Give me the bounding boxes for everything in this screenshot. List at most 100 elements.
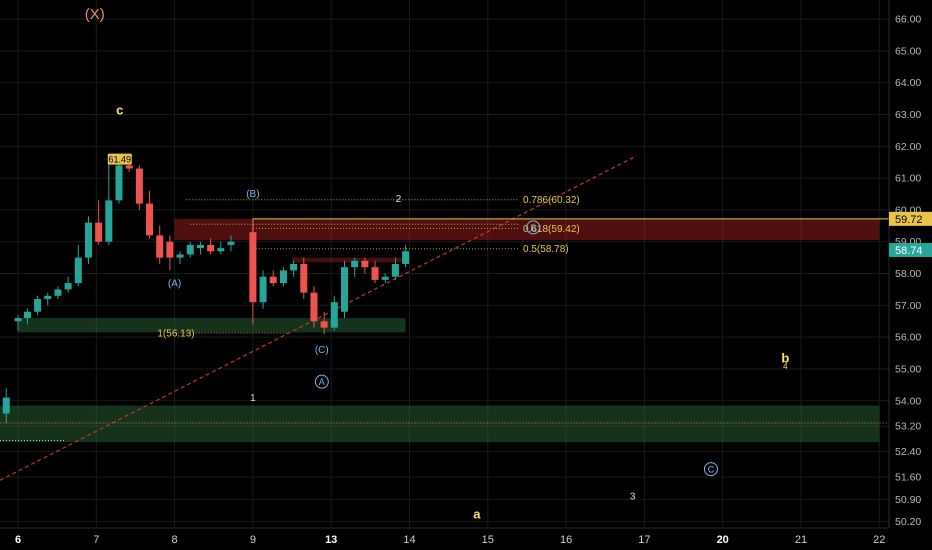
price-label-box bbox=[889, 211, 932, 226]
annotations: (X) c 61.49 (B) 2 (A) (C) A B C 1 3 b4 a bbox=[85, 6, 790, 521]
y-tick-label: 58.00 bbox=[895, 268, 921, 280]
x-tick-label: 14 bbox=[403, 534, 415, 546]
wave-label: 1 bbox=[250, 393, 256, 404]
candle-body bbox=[330, 302, 338, 328]
fib-label: 0.786(60.32) bbox=[523, 195, 580, 206]
candle-body bbox=[217, 248, 225, 252]
candle-body bbox=[300, 264, 308, 293]
y-tick-label: 57.00 bbox=[895, 300, 921, 312]
x-tick-label: 9 bbox=[250, 534, 256, 546]
candle-body bbox=[207, 244, 215, 252]
wave-circle bbox=[703, 462, 718, 477]
trendline bbox=[0, 155, 637, 481]
wave-label: c bbox=[116, 103, 123, 118]
candle-body bbox=[74, 257, 82, 284]
candle-body bbox=[361, 260, 369, 268]
x-tick-label: 17 bbox=[638, 534, 650, 546]
y-tick-label: 64.00 bbox=[895, 77, 921, 89]
candle-body bbox=[310, 292, 318, 322]
candle-body bbox=[146, 203, 154, 236]
x-tick-label: 7 bbox=[93, 534, 99, 546]
wave-label: a bbox=[473, 506, 481, 521]
candle-body bbox=[320, 321, 328, 328]
candle-body bbox=[227, 241, 235, 245]
price-label-box bbox=[889, 243, 932, 258]
candle-body bbox=[2, 397, 10, 414]
x-tick-label: 22 bbox=[873, 534, 885, 546]
y-tick-label: 61.00 bbox=[895, 173, 921, 185]
candle-body bbox=[125, 165, 133, 169]
candle-body bbox=[186, 244, 194, 255]
x-axis-bg bbox=[0, 528, 932, 550]
price-label: 59.72 bbox=[895, 214, 923, 226]
candle-body bbox=[371, 267, 379, 280]
wave-label: 3 bbox=[630, 491, 636, 502]
candle-body bbox=[166, 241, 174, 258]
green-support-zone-lower bbox=[0, 405, 880, 443]
wave-label: (B) bbox=[246, 189, 259, 200]
candle-body bbox=[14, 318, 22, 322]
candle-body bbox=[269, 276, 277, 284]
x-axis[interactable]: 6 7 8 9 13 14 15 16 17 20 21 22 bbox=[0, 527, 932, 550]
candle-body bbox=[351, 260, 359, 268]
y-tick-label: 54.00 bbox=[895, 395, 921, 407]
x-tick-label: 21 bbox=[795, 534, 807, 546]
wave-label: B bbox=[530, 223, 536, 233]
candle-body bbox=[176, 254, 184, 258]
candle-body bbox=[279, 270, 287, 284]
high-price-label: 61.49 bbox=[109, 155, 132, 165]
wave-label: 2 bbox=[396, 194, 402, 205]
y-tick-label: 65.00 bbox=[895, 45, 921, 57]
candle-body bbox=[44, 295, 52, 299]
y-tick-label: 66.00 bbox=[895, 14, 921, 26]
candle-body bbox=[105, 200, 113, 242]
y-tick-label: 53.20 bbox=[895, 421, 921, 433]
wave-label: (A) bbox=[168, 278, 181, 289]
candle-body bbox=[84, 222, 92, 258]
candle-body bbox=[34, 298, 42, 312]
wave-label: C bbox=[708, 465, 715, 475]
fib-label: 0.5(58.78) bbox=[523, 244, 569, 255]
candle-body bbox=[54, 289, 62, 296]
x-tick-label: 6 bbox=[15, 534, 21, 546]
candle-body bbox=[381, 276, 389, 280]
candle-body bbox=[391, 264, 399, 277]
y-tick-label: 62.00 bbox=[895, 141, 921, 153]
price-labels: 59.72 58.74 bbox=[889, 211, 932, 258]
y-tick-label: 63.00 bbox=[895, 109, 921, 121]
y-axis-bg bbox=[889, 0, 932, 550]
lines: 0.786(60.32) 0.618(59.42) 0.5(58.78) 1(56.1… bbox=[0, 155, 889, 481]
y-tick-label: 55.00 bbox=[895, 363, 921, 375]
green-support-zone-upper bbox=[18, 318, 406, 333]
wave-label: (C) bbox=[315, 345, 329, 356]
candle-body bbox=[402, 251, 410, 264]
high-price-box bbox=[107, 153, 132, 165]
wave-label: A bbox=[319, 377, 325, 387]
y-tick-label: 56.00 bbox=[895, 332, 921, 344]
wave-label: b bbox=[781, 351, 789, 366]
x-tick-label: 16 bbox=[560, 534, 572, 546]
x-tick-label: 15 bbox=[482, 534, 494, 546]
candle-body bbox=[156, 235, 164, 258]
wave-label: 4 bbox=[783, 362, 788, 371]
y-tick-label: 50.20 bbox=[895, 516, 921, 528]
x-tick-label: 13 bbox=[325, 534, 337, 546]
y-tick-label: 52.40 bbox=[895, 446, 921, 458]
candle-body bbox=[290, 264, 298, 271]
wave-circle bbox=[526, 220, 541, 235]
candles bbox=[2, 159, 410, 424]
candle-body bbox=[259, 276, 267, 303]
wave-circle bbox=[314, 374, 329, 389]
red-small-zone bbox=[292, 257, 410, 263]
price-label: 58.74 bbox=[895, 245, 923, 257]
candle-body bbox=[135, 168, 143, 204]
candle-body bbox=[196, 244, 204, 249]
fib-label: 0.618(59.42) bbox=[523, 224, 580, 235]
zones bbox=[0, 218, 880, 443]
wave-label: (X) bbox=[85, 6, 105, 23]
y-axis[interactable]: 66.0065.0064.0063.0062.0061.0060.0059.00… bbox=[888, 0, 932, 550]
x-tick-label: 20 bbox=[717, 534, 729, 546]
y-tick-label: 51.60 bbox=[895, 472, 921, 484]
fib-label: 1(56.13) bbox=[157, 329, 194, 340]
